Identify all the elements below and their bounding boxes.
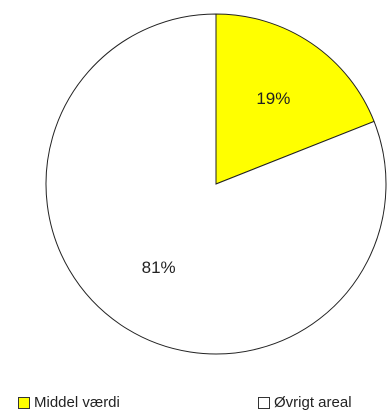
pie-chart: 19% 81% bbox=[45, 13, 387, 355]
pie-slice-middel-vaerdi bbox=[215, 13, 375, 185]
slice-value-label-ovrigt-areal: 81% bbox=[142, 258, 176, 277]
legend-swatch-ovrigt-areal bbox=[258, 396, 270, 409]
legend-label-ovrigt-areal: Øvrigt areal bbox=[274, 394, 352, 411]
legend-item-middel-vaerdi: Middel værdi bbox=[18, 394, 120, 411]
slice-value-label-middel-vaerdi: 19% bbox=[256, 89, 290, 108]
legend-item-ovrigt-areal: Øvrigt areal bbox=[258, 394, 352, 411]
pie-slice-ovrigt-areal bbox=[45, 13, 387, 355]
legend-swatch-middel-vaerdi bbox=[18, 396, 30, 409]
legend-label-middel-vaerdi: Middel værdi bbox=[34, 394, 120, 411]
